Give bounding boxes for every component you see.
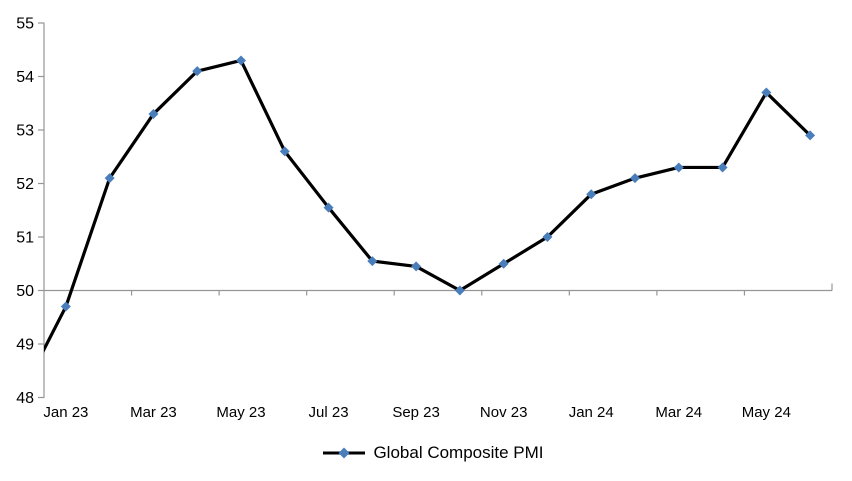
data-point-marker bbox=[717, 162, 728, 173]
x-tick-label: Jan 24 bbox=[569, 404, 614, 421]
data-point-marker bbox=[761, 87, 772, 98]
y-tick-label: 53 bbox=[16, 123, 34, 140]
legend: Global Composite PMI bbox=[0, 440, 852, 466]
data-point-marker bbox=[498, 258, 509, 269]
data-point-marker bbox=[148, 108, 159, 119]
x-tick-label: Jul 23 bbox=[309, 404, 349, 421]
x-tick-label: May 24 bbox=[742, 404, 791, 421]
x-tick-label: Mar 24 bbox=[655, 404, 702, 421]
x-tick-label: May 23 bbox=[216, 404, 265, 421]
data-point-marker bbox=[542, 232, 553, 242]
y-tick-label: 50 bbox=[16, 283, 34, 300]
y-tick-label: 51 bbox=[16, 230, 34, 247]
data-point-marker bbox=[104, 173, 115, 184]
data-point-marker bbox=[630, 173, 640, 184]
x-tick-label: Jan 23 bbox=[43, 404, 88, 421]
plot-area: 48 49 50 51 52 53 54 55 Jan 23 Mar 23 May 23 Jul 23… bbox=[16, 16, 833, 421]
data-point-marker bbox=[236, 55, 246, 66]
y-tick-label: 55 bbox=[16, 16, 34, 33]
data-point-marker bbox=[805, 130, 816, 141]
legend-label: Global Composite PMI bbox=[373, 443, 544, 462]
data-point-marker bbox=[60, 301, 71, 312]
y-tick-label: 48 bbox=[16, 390, 34, 407]
series-line bbox=[44, 58, 812, 353]
series-global-composite-pmi bbox=[44, 55, 816, 353]
x-tick-label: Mar 23 bbox=[130, 404, 177, 421]
data-point-marker bbox=[586, 189, 597, 200]
y-tick-label: 52 bbox=[16, 176, 34, 193]
data-point-marker bbox=[673, 162, 684, 173]
y-tick-label: 49 bbox=[16, 337, 34, 354]
data-point-marker bbox=[323, 202, 334, 213]
x-tick-label: Nov 23 bbox=[480, 404, 528, 421]
legend-line-marker-icon bbox=[323, 447, 366, 459]
data-point-marker bbox=[454, 285, 465, 296]
data-point-marker bbox=[367, 256, 378, 267]
data-point-marker bbox=[411, 261, 422, 272]
data-point-marker bbox=[192, 66, 203, 77]
x-tick-label: Sep 23 bbox=[392, 404, 440, 421]
y-tick-label: 54 bbox=[16, 69, 34, 86]
data-point-marker bbox=[279, 146, 290, 157]
